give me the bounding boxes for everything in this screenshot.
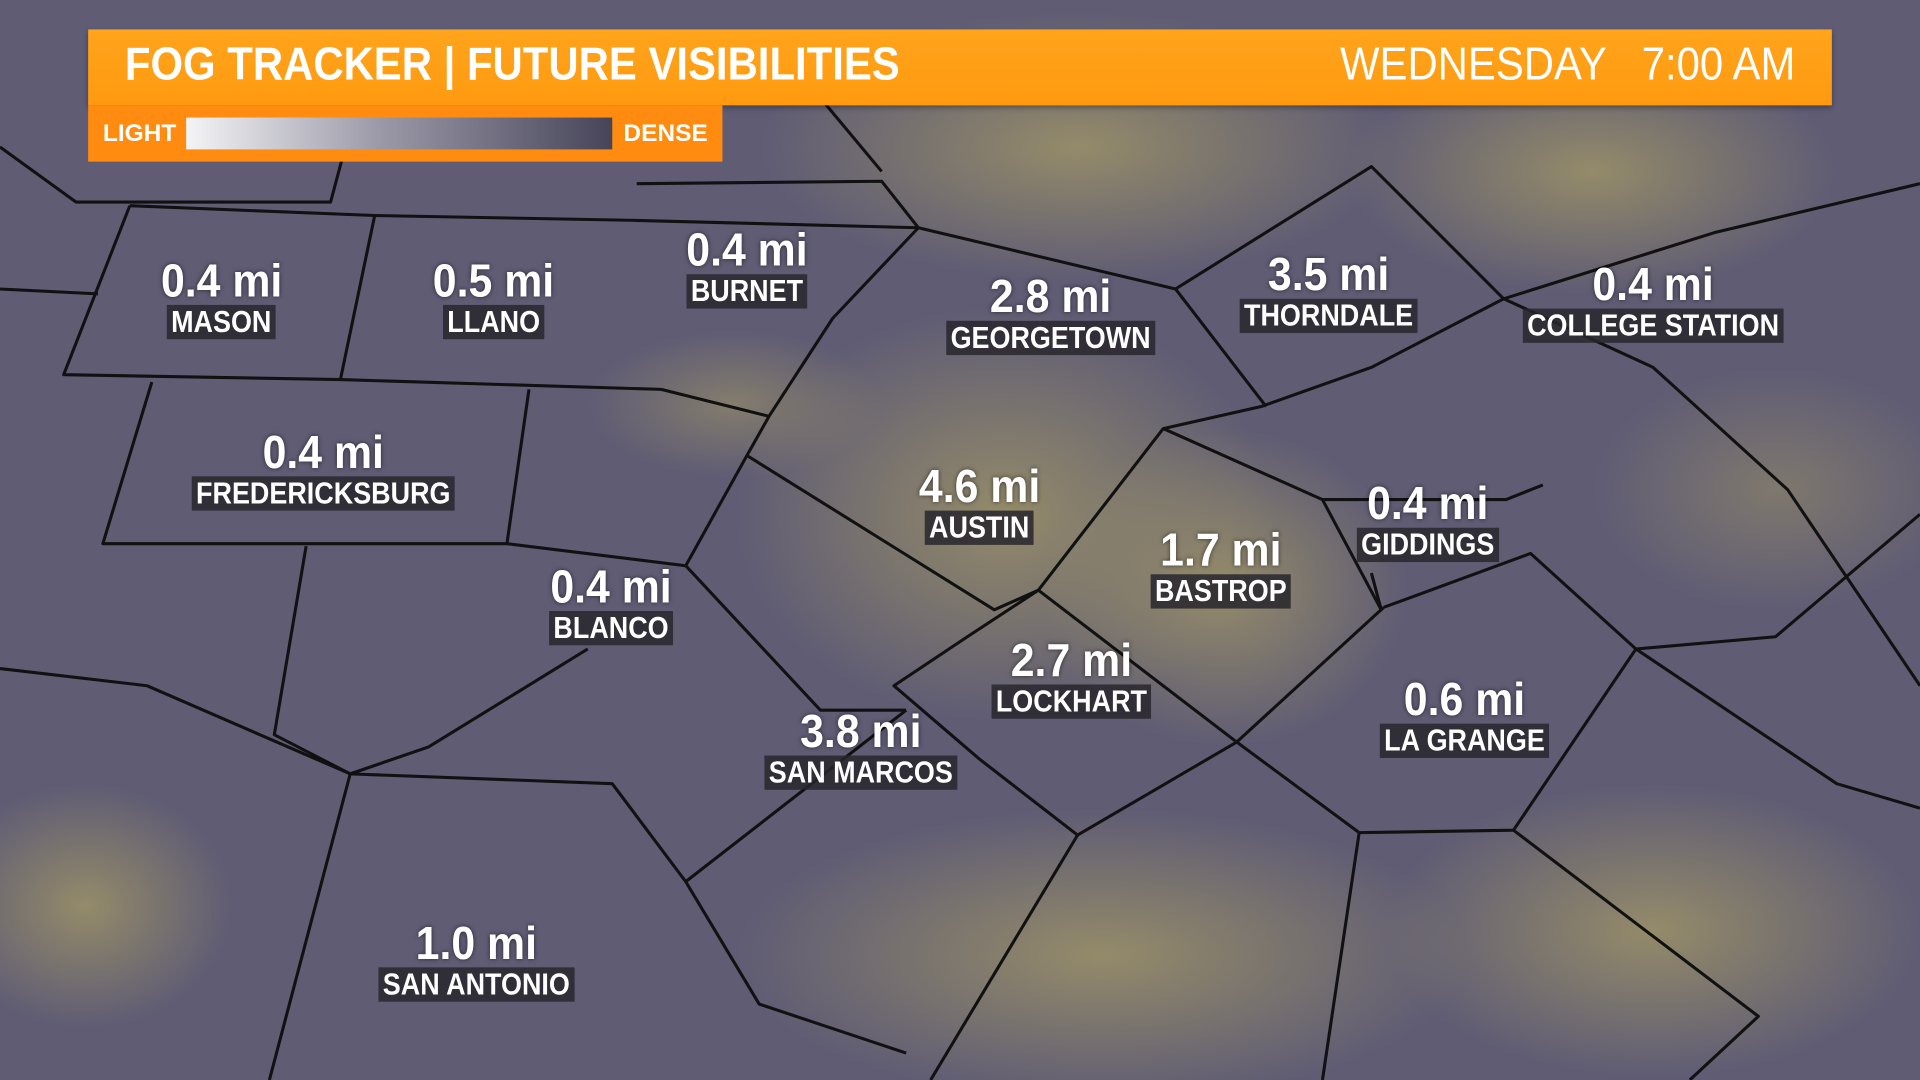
city-label: 1.0 mi SAN ANTONIO xyxy=(365,921,587,1002)
forecast-clock: 7:00 AM xyxy=(1641,39,1796,91)
city-name: BURNET xyxy=(686,274,808,309)
city-name: COLLEGE STATION xyxy=(1522,308,1784,343)
title-banner: FOG TRACKER | FUTURE VISIBILITIES WEDNES… xyxy=(88,29,1832,106)
legend-light-label: LIGHT xyxy=(102,120,177,147)
city-label: 0.5 mi LLANO xyxy=(428,255,560,340)
city-label: 0.4 mi BURNET xyxy=(678,228,815,309)
visibility-value: 2.8 mi xyxy=(989,271,1112,324)
city-label: 0.6 mi LA GRANGE xyxy=(1368,677,1560,758)
forecast-time: WEDNESDAY 7:00 AM xyxy=(1340,39,1795,92)
city-name: LOCKHART xyxy=(991,684,1152,719)
city-label: 2.7 mi LOCKHART xyxy=(981,638,1163,719)
city-label: 1.7 mi BASTROP xyxy=(1141,528,1300,609)
legend-gradient-bar xyxy=(186,117,613,150)
visibility-value: 0.6 mi xyxy=(1403,674,1526,727)
city-label: 0.4 mi COLLEGE STATION xyxy=(1505,262,1801,343)
forecast-day: WEDNESDAY xyxy=(1339,39,1607,91)
visibility-value: 0.4 mi xyxy=(550,562,672,614)
city-label: 0.4 mi MASON xyxy=(156,255,288,340)
visibility-value: 1.0 mi xyxy=(415,918,538,970)
clear-land-patches xyxy=(0,12,1920,1080)
city-name: AUSTIN xyxy=(925,510,1035,545)
visibility-value: 0.4 mi xyxy=(686,225,808,277)
legend-dense-label: DENSE xyxy=(623,120,708,147)
visibility-value: 0.5 mi xyxy=(432,255,555,308)
city-name: FREDERICKSBURG xyxy=(191,476,455,511)
county-borders xyxy=(0,96,1920,1080)
city-name: MASON xyxy=(167,304,277,340)
city-label: 2.8 mi GEORGETOWN xyxy=(932,271,1169,356)
city-name: THORNDALE xyxy=(1239,298,1418,334)
visibility-value: 2.7 mi xyxy=(1010,635,1133,687)
city-name: BASTROP xyxy=(1150,574,1291,609)
visibility-value: 0.4 mi xyxy=(1592,259,1714,312)
city-name: LA GRANGE xyxy=(1379,723,1550,758)
visibility-value: 0.4 mi xyxy=(262,427,384,479)
city-label: 4.6 mi AUSTIN xyxy=(914,464,1046,545)
city-name: SAN ANTONIO xyxy=(378,967,575,1002)
city-name: LLANO xyxy=(442,304,545,340)
visibility-value: 0.4 mi xyxy=(1367,478,1489,531)
density-legend: LIGHT DENSE xyxy=(88,105,723,162)
visibility-value: 3.5 mi xyxy=(1267,249,1390,302)
visibility-value: 4.6 mi xyxy=(918,461,1041,514)
city-label: 3.8 mi SAN MARCOS xyxy=(751,709,970,790)
city-label: 3.5 mi THORNDALE xyxy=(1228,249,1430,334)
city-label: 0.4 mi FREDERICKSBURG xyxy=(174,430,473,511)
visibility-value: 0.4 mi xyxy=(160,255,283,308)
page-title: FOG TRACKER | FUTURE VISIBILITIES xyxy=(124,39,900,91)
city-name: GEORGETOWN xyxy=(946,320,1155,356)
city-label: 0.4 mi GIDDINGS xyxy=(1347,478,1508,563)
city-name: BLANCO xyxy=(549,611,673,646)
visibility-value: 1.7 mi xyxy=(1160,525,1282,577)
visibility-value: 3.8 mi xyxy=(800,706,922,758)
city-label: 0.4 mi BLANCO xyxy=(541,562,682,646)
city-name: GIDDINGS xyxy=(1356,527,1499,563)
city-name: SAN MARCOS xyxy=(764,755,958,790)
